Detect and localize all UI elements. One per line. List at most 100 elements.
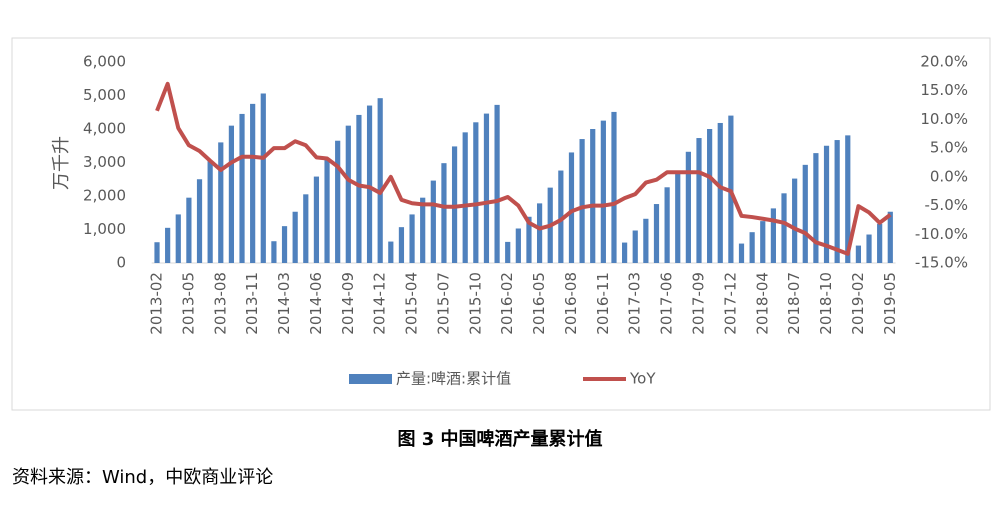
bar xyxy=(622,242,628,263)
x-tick-label: 2014-12 xyxy=(371,272,389,335)
y-tick-label: 3,000 xyxy=(83,153,126,171)
x-tick-label: 2018-04 xyxy=(753,272,771,335)
bar xyxy=(505,241,511,263)
bar xyxy=(802,164,808,263)
bar xyxy=(324,159,330,263)
bar xyxy=(685,151,691,263)
bar xyxy=(494,104,500,263)
bar xyxy=(250,103,256,263)
x-tick-label: 2016-08 xyxy=(562,272,580,335)
bar xyxy=(430,180,436,263)
bar xyxy=(366,105,373,263)
bar xyxy=(462,132,468,263)
bar xyxy=(281,226,288,263)
bar xyxy=(303,194,309,263)
y-tick-label: 4,000 xyxy=(83,120,126,138)
bar xyxy=(653,204,660,263)
bar xyxy=(398,227,405,263)
bar xyxy=(409,214,415,263)
bar xyxy=(664,187,670,263)
x-tick-label: 2013-05 xyxy=(179,272,197,335)
bar xyxy=(228,125,235,264)
legend-label: 产量:啤酒:累计值 xyxy=(396,370,511,388)
bar xyxy=(717,122,723,263)
bar xyxy=(834,140,840,263)
bar xyxy=(218,142,224,263)
y2-tick-label: -15.0% xyxy=(915,254,968,272)
bar xyxy=(345,125,351,264)
bar xyxy=(707,129,713,263)
x-tick-label: 2014-03 xyxy=(275,272,293,335)
bar xyxy=(792,178,798,263)
y-tick-label: 6,000 xyxy=(83,53,126,71)
bar xyxy=(845,135,851,263)
bar xyxy=(260,93,266,264)
y2-tick-label: -10.0% xyxy=(915,225,968,243)
legend-label: YoY xyxy=(629,370,656,388)
bar xyxy=(207,160,213,263)
bar xyxy=(568,152,575,263)
bar xyxy=(781,193,787,263)
bar xyxy=(877,223,883,263)
y2-tick-label: 10.0% xyxy=(920,110,968,128)
bar xyxy=(696,138,702,263)
bar xyxy=(196,179,203,263)
x-tick-label: 2016-05 xyxy=(530,272,548,335)
x-tick-label: 2018-10 xyxy=(817,272,835,335)
bar xyxy=(271,241,277,263)
bar xyxy=(441,163,447,263)
y2-tick-label: -5.0% xyxy=(924,196,968,214)
bar xyxy=(813,153,819,263)
bar xyxy=(377,98,383,264)
bar xyxy=(855,245,862,263)
x-tick-label: 2013-02 xyxy=(148,272,166,335)
x-tick-label: 2017-09 xyxy=(689,272,707,335)
line xyxy=(155,81,892,256)
x-tick-label: 2016-02 xyxy=(498,272,516,335)
bar xyxy=(154,242,160,263)
bar xyxy=(165,227,171,263)
x-tick-label: 2014-06 xyxy=(307,272,325,335)
bar xyxy=(770,208,776,263)
bar xyxy=(526,216,532,263)
x-tick-label: 2015-04 xyxy=(403,272,421,335)
bar xyxy=(632,230,638,263)
y2-tick-label: 20.0% xyxy=(920,53,968,71)
bar xyxy=(887,211,893,263)
bar xyxy=(356,114,362,264)
bar xyxy=(643,218,649,263)
bar xyxy=(579,139,585,263)
caption: 图 3 中国啤酒产量累计值 xyxy=(397,428,602,450)
x-tick-label: 2018-07 xyxy=(785,272,803,335)
x-tick-label: 2017-03 xyxy=(626,272,644,335)
y-tick-label: 5,000 xyxy=(83,86,126,104)
bar xyxy=(738,243,745,263)
bar xyxy=(483,113,490,263)
bar xyxy=(760,221,766,263)
bar xyxy=(473,122,479,263)
bar xyxy=(292,211,298,263)
chart-frame xyxy=(11,37,991,411)
x-tick-label: 2017-06 xyxy=(658,272,676,335)
bar xyxy=(536,203,543,263)
bar xyxy=(420,197,426,263)
bar xyxy=(866,234,872,263)
y2-tick-label: 5.0% xyxy=(930,139,968,157)
bar xyxy=(675,170,681,263)
legend-swatch xyxy=(349,374,392,384)
y-tick-label: 0 xyxy=(116,254,126,272)
x-tick-label: 2019-02 xyxy=(849,272,867,335)
y2-tick-label: 0.0% xyxy=(930,167,968,185)
bar xyxy=(823,145,830,263)
x-tick-label: 2013-11 xyxy=(243,272,261,335)
y-axis-label: 万千升 xyxy=(51,136,72,190)
bar xyxy=(388,241,394,263)
x-tick-label: 2013-08 xyxy=(211,272,229,335)
bar xyxy=(515,228,521,263)
bar xyxy=(239,113,245,263)
bar xyxy=(175,214,181,263)
bar xyxy=(590,129,596,263)
bar xyxy=(600,120,606,263)
